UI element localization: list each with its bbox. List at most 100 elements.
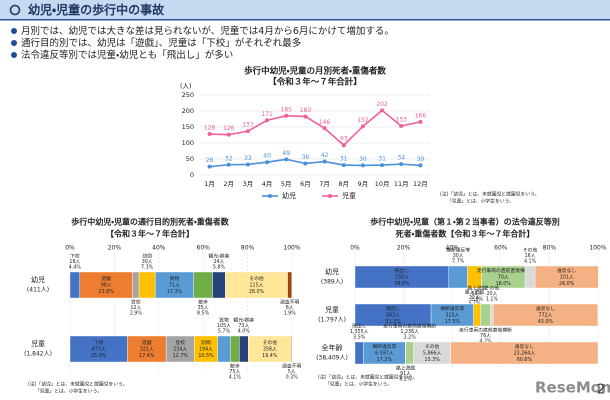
segment-name: 買物 <box>219 317 229 324</box>
data-label: 93 <box>340 136 348 143</box>
segment-count: 5,866人 <box>423 351 442 357</box>
x-tick-label: 80% <box>241 245 255 252</box>
segment-percent: 4.1% <box>524 259 537 265</box>
y-tick-label: 100 <box>182 139 194 147</box>
segment-percent: 15.3% <box>425 357 441 363</box>
data-label: 171 <box>261 111 273 118</box>
segment-name: 訪問 <box>142 253 152 260</box>
chart-note: 「児童」とは、小学生をいう。 <box>325 381 392 388</box>
segment-name: 違反なし <box>557 267 576 274</box>
bar-segment <box>291 335 293 363</box>
data-point <box>399 162 404 167</box>
segment-name: 飛出し <box>352 323 367 330</box>
segment-percent: 10.5% <box>198 353 214 359</box>
legend-marker <box>268 194 272 198</box>
bullet-dot <box>11 40 17 46</box>
data-point <box>207 132 212 137</box>
header-title: 幼児・児童の歩行中の事故 <box>28 2 165 17</box>
segment-count: 1,236人 <box>400 329 419 335</box>
segment-percent: 5.7% <box>468 301 481 307</box>
segment-count: 16人 <box>525 253 536 259</box>
bar-segment <box>230 335 240 363</box>
bullet-text: 法令違反等別では児童・幼児とも「飛出し」が多い <box>21 49 233 61</box>
x-tick-label: 10月 <box>375 180 390 188</box>
segment-percent: 0.3% <box>286 375 299 381</box>
x-tick-label: 20% <box>397 245 411 252</box>
data-point <box>265 118 270 123</box>
x-tick-label: 4月 <box>262 180 273 188</box>
chart-note: 「児童」とは、小学生をいう。 <box>447 198 514 205</box>
chart-note: (注)「幼児」とは、未就園児と就園児をいう。 <box>318 374 417 381</box>
data-label: 30 <box>417 156 425 163</box>
data-label: 36 <box>302 154 310 161</box>
x-tick-label: 3月 <box>243 180 254 188</box>
data-point <box>322 126 327 131</box>
logo: ReseMom <box>535 379 610 397</box>
y-tick-label: 0 <box>190 171 194 179</box>
data-point <box>360 163 365 168</box>
segment-name: 横断違反等 <box>372 343 396 350</box>
data-point <box>284 157 289 162</box>
segment-percent: 26.0% <box>559 281 575 287</box>
y-unit: (人) <box>180 82 192 90</box>
data-point <box>341 163 346 168</box>
segment-name: 遊戯 <box>101 275 111 282</box>
bullet-dot <box>11 28 17 34</box>
segment-percent: 43.0% <box>538 319 554 325</box>
segment-percent: 17.3% <box>167 289 183 295</box>
segment-count: 772人 <box>539 313 553 319</box>
segment-percent: 4.4% <box>69 265 82 271</box>
segment-count: 115人 <box>250 283 264 289</box>
segment-count: 101人 <box>560 275 574 281</box>
x-tick-label: 60% <box>494 245 508 252</box>
data-point <box>322 159 327 164</box>
segment-percent: 4.0% <box>238 329 251 335</box>
segment-name: 散歩 <box>230 363 240 370</box>
segment-name: その他 <box>425 343 440 350</box>
legend-label: 幼児 <box>282 191 296 200</box>
data-point <box>380 108 385 113</box>
y-tick-label: 150 <box>182 123 194 131</box>
data-point <box>207 164 212 169</box>
segment-count: 71人 <box>169 283 180 289</box>
segment-percent: 17.5% <box>445 319 461 325</box>
segment-percent: 3.2% <box>404 335 417 341</box>
chart-note: (注)「幼児」とは、未就園児と就園児をいう。 <box>28 381 127 388</box>
segment-count: 73人 <box>238 323 249 329</box>
segment-name: 横断違反等 <box>440 305 464 312</box>
segment-count: 51人 <box>472 291 483 297</box>
bar-segment <box>193 271 213 299</box>
data-point <box>303 161 308 166</box>
data-point <box>245 162 250 167</box>
segment-count: 563人 <box>386 313 400 319</box>
segment-count: 1,355人 <box>350 329 369 335</box>
data-point <box>418 119 423 124</box>
data-label: 33 <box>244 155 252 162</box>
bar-segment <box>450 341 599 365</box>
data-point <box>341 143 346 148</box>
segment-percent: 17.4% <box>139 353 155 359</box>
data-point <box>303 114 308 119</box>
data-label: 42 <box>321 152 329 159</box>
bar-segment <box>534 265 599 289</box>
segment-percent: 25.9% <box>91 353 107 359</box>
segment-percent: 7.3% <box>141 265 154 271</box>
bar-segment <box>225 271 288 299</box>
segment-count: 70人 <box>498 275 509 281</box>
category-total: (38,409人) <box>316 355 348 362</box>
x-tick-label: 40% <box>446 245 460 252</box>
x-tick-label: 0% <box>65 245 75 252</box>
data-label: 26 <box>206 157 214 164</box>
data-label: 49 <box>282 150 290 157</box>
segment-name: 走行車両の直前直後横断 <box>459 327 512 334</box>
x-tick-label: 9月 <box>358 180 369 188</box>
x-tick-label: 7月 <box>319 180 330 188</box>
segment-name: 飛出し <box>386 305 401 312</box>
segment-count: 477人 <box>92 347 106 353</box>
segment-count: 35人 <box>198 305 209 311</box>
x-tick-label: 8月 <box>338 180 349 188</box>
category-total: (1,842人) <box>24 351 52 358</box>
chart-subtitle: 【令和３年～７年合計】 <box>268 77 362 88</box>
